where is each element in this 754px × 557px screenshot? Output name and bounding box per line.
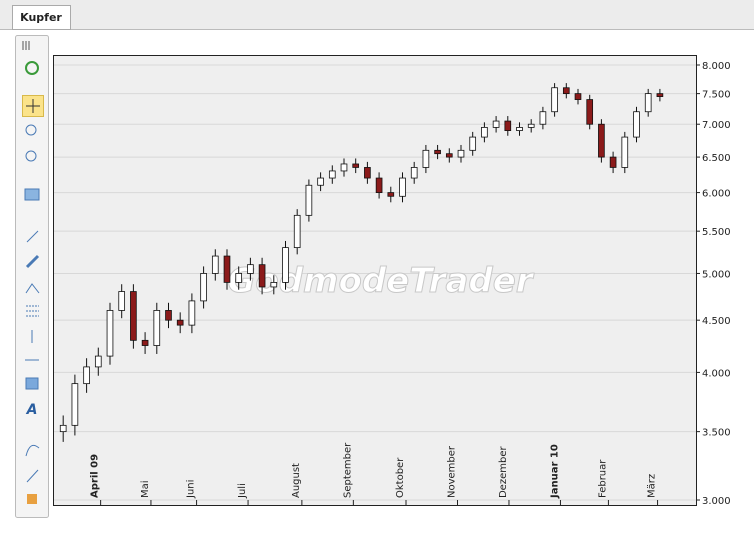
candle-body	[422, 149, 430, 168]
candle-body	[293, 214, 301, 249]
candle-body	[176, 319, 184, 326]
zoom-in[interactable]	[25, 124, 37, 136]
candle-body	[609, 156, 617, 168]
candle-body	[247, 264, 254, 274]
x-tick-label: Februar	[597, 459, 608, 498]
x-tick-label: Januar 10	[549, 444, 560, 499]
tab[interactable]	[12, 5, 71, 30]
candle-body	[94, 355, 102, 368]
x-tick-label: März	[647, 474, 658, 498]
candle-body	[586, 99, 594, 125]
y-tick-label: 6.500	[702, 153, 731, 164]
candle-body	[375, 177, 383, 193]
x-tick-label: September	[342, 442, 353, 498]
plot-area	[53, 55, 697, 506]
candle-body	[633, 111, 640, 138]
candle-body	[469, 136, 477, 151]
angle-tool[interactable]	[25, 283, 40, 294]
candles	[59, 83, 664, 442]
candle-body	[188, 300, 196, 326]
candle-body	[527, 123, 535, 128]
y-tick-label: 7.000	[702, 120, 731, 131]
candle-body	[562, 87, 570, 95]
candle-body	[165, 310, 172, 321]
zoom-out[interactable]	[25, 150, 37, 162]
rect-tool[interactable]	[25, 377, 39, 390]
candle-body	[223, 255, 231, 283]
tab-bar	[0, 0, 754, 30]
palette-tool[interactable]	[27, 494, 37, 504]
screen-tool[interactable]	[24, 188, 40, 201]
candle-body	[352, 163, 360, 168]
x-tick-label: Juni	[186, 480, 197, 499]
candle-body	[258, 264, 266, 288]
candle-body	[574, 93, 582, 100]
candle-body	[621, 136, 629, 168]
curve-tool[interactable]	[25, 444, 40, 457]
candle-body	[317, 177, 324, 186]
candle-body	[481, 127, 488, 138]
x-tick-label: August	[291, 463, 302, 498]
candle-body	[130, 291, 137, 341]
y-tick-label: 5.000	[702, 269, 731, 280]
candle-body	[59, 424, 67, 433]
y-tick-label: 5.500	[702, 227, 731, 238]
x-tick-label: April 09	[90, 454, 101, 498]
candle-body	[656, 93, 664, 97]
candle-body	[305, 184, 313, 216]
candle-body	[153, 310, 161, 346]
y-tick-label: 8.000	[702, 61, 731, 72]
y-tick-label: 3.000	[702, 496, 731, 507]
candle-body	[516, 127, 523, 132]
candle-body	[387, 192, 395, 197]
candle-body	[434, 149, 441, 155]
candle-body	[457, 149, 465, 158]
x-tick-label: November	[446, 445, 457, 498]
candle-body	[551, 87, 558, 113]
refresh-icon[interactable]	[25, 61, 39, 75]
x-tick-label: Mai	[140, 480, 151, 498]
candle-body	[364, 167, 371, 179]
free-line-tool[interactable]	[26, 469, 39, 483]
candle-body	[235, 273, 243, 283]
candle-body	[118, 291, 126, 311]
candle-body	[328, 170, 336, 179]
candle-body	[598, 123, 605, 158]
grid: 3.000 3.500 4.000 4.500 5.000 5.500 6.000 6.500…	[54, 61, 731, 507]
y-tick-label: 4.500	[702, 316, 731, 327]
y-tick-label: 7.500	[702, 90, 731, 101]
x-tick-label: Dezember	[498, 446, 509, 498]
toolbar	[15, 35, 49, 518]
y-tick-label: 6.000	[702, 189, 731, 200]
candle-body	[492, 120, 500, 128]
x-tick-label: Oktober	[395, 457, 406, 498]
candle-body	[282, 247, 289, 283]
toolbar-icons: A	[22, 41, 44, 504]
candle-body	[340, 163, 348, 172]
candle-body	[141, 339, 149, 346]
x-tick-label: Juli	[237, 483, 248, 499]
candle-body	[106, 310, 114, 357]
candle-body	[200, 273, 207, 302]
y-tick-label: 4.000	[702, 368, 731, 379]
candle-body	[644, 93, 652, 113]
candle-body	[539, 111, 547, 125]
svg-text:A: A	[26, 402, 38, 418]
candle-body	[445, 153, 453, 158]
candle-body	[504, 120, 512, 132]
candle-body	[211, 255, 219, 274]
y-tick-label: 3.500	[702, 428, 731, 439]
candle-body	[270, 282, 278, 288]
candle-body	[71, 383, 79, 426]
candle-body	[410, 167, 418, 179]
candle-body	[399, 177, 406, 197]
tab-label[interactable]: Kupfer	[20, 11, 62, 24]
channel-tool[interactable]	[25, 254, 40, 269]
line-tool[interactable]	[26, 230, 39, 243]
watermark: GodmodeTrader	[227, 261, 534, 301]
candle-body	[83, 366, 90, 385]
